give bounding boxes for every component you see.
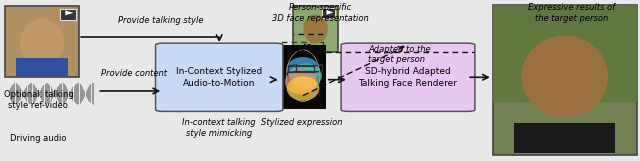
FancyBboxPatch shape [341, 43, 475, 111]
FancyBboxPatch shape [322, 8, 335, 18]
Text: Adapted to the
target person: Adapted to the target person [368, 45, 431, 64]
Ellipse shape [20, 19, 64, 68]
Text: Provide talking style: Provide talking style [118, 16, 204, 25]
FancyBboxPatch shape [515, 123, 615, 153]
Ellipse shape [303, 14, 328, 44]
Text: In-context talking
style mimicking: In-context talking style mimicking [182, 118, 256, 138]
FancyBboxPatch shape [493, 5, 637, 102]
Polygon shape [326, 10, 333, 15]
Text: SD-hybrid Adapted
Talking Face Renderer: SD-hybrid Adapted Talking Face Renderer [358, 66, 458, 88]
Polygon shape [65, 10, 74, 15]
Text: Driving audio: Driving audio [10, 134, 67, 143]
Ellipse shape [287, 57, 319, 81]
Ellipse shape [522, 36, 608, 118]
FancyBboxPatch shape [16, 58, 68, 76]
FancyBboxPatch shape [60, 9, 76, 20]
Ellipse shape [289, 63, 322, 88]
FancyBboxPatch shape [156, 43, 283, 111]
FancyBboxPatch shape [278, 45, 326, 109]
Text: In-Context Stylized
Audio-to-Motion: In-Context Stylized Audio-to-Motion [176, 66, 262, 88]
Text: Optional: talking
style ref-video: Optional: talking style ref-video [4, 90, 73, 109]
FancyBboxPatch shape [493, 5, 637, 155]
FancyBboxPatch shape [293, 6, 338, 52]
Text: Provide content: Provide content [101, 69, 167, 78]
Ellipse shape [287, 76, 319, 101]
FancyBboxPatch shape [5, 6, 79, 77]
Ellipse shape [285, 70, 317, 94]
Text: Stylized expression: Stylized expression [260, 118, 342, 127]
Text: Person-specific
3D face representation: Person-specific 3D face representation [271, 3, 369, 23]
Text: Expressive results of
the target person: Expressive results of the target person [528, 3, 615, 23]
